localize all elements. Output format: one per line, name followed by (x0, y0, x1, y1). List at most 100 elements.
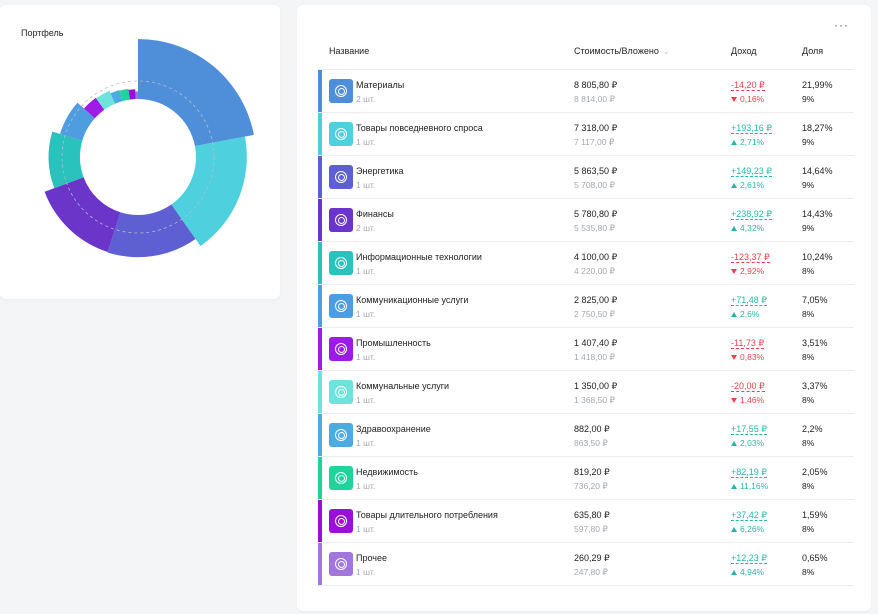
sector-income[interactable]: +193,16 ₽ (731, 123, 773, 134)
sector-value: 260,29 ₽ (574, 553, 610, 563)
sector-income[interactable]: +12,23 ₽ (731, 553, 768, 564)
sector-share: 21,99% (802, 80, 833, 90)
donut-slice[interactable] (135, 91, 138, 100)
table-row[interactable]: Энергетика 1 шт. 5 863,50 ₽ 5 708,00 ₽ +149,… (318, 156, 854, 199)
sector-income[interactable]: +71,48 ₽ (731, 295, 768, 306)
sector-income[interactable]: -14,20 ₽ (731, 80, 765, 91)
sector-share: 3,51% (802, 338, 828, 348)
table-row[interactable]: Коммуникационные услуги 1 шт. 2 825,00 ₽ 2 … (318, 285, 854, 328)
sectors-table-body: Материалы 2 шт. 8 805,80 ₽ 8 814,00 ₽ -14,20… (318, 70, 854, 586)
sector-quantity: 1 шт. (356, 352, 376, 362)
sector-ring-icon (335, 300, 347, 312)
sector-income[interactable]: +37,42 ₽ (731, 510, 768, 521)
sector-name: Информационные технологии (356, 252, 482, 262)
sector-share: 18,27% (802, 123, 833, 133)
sector-income[interactable]: +82,19 ₽ (731, 467, 768, 478)
sector-income[interactable]: +149,23 ₽ (731, 166, 773, 177)
header-divider (318, 69, 853, 70)
sector-quantity: 1 шт. (356, 309, 376, 319)
sector-income[interactable]: -20,00 ₽ (731, 381, 765, 392)
sector-icon (329, 380, 353, 404)
column-header-share[interactable]: Доля (802, 46, 824, 56)
donut-slice[interactable] (110, 90, 123, 104)
portfolio-card: Портфель (0, 5, 280, 299)
sector-income[interactable]: -11,73 ₽ (731, 338, 765, 349)
sector-name: Коммуникационные услуги (356, 295, 469, 305)
sector-invested: 247,80 ₽ (574, 567, 608, 577)
sector-value: 882,00 ₽ (574, 424, 610, 434)
sector-income[interactable]: -123,37 ₽ (731, 252, 770, 263)
triangle-down-icon (731, 355, 737, 360)
sector-income-percent: 0,83% (731, 352, 764, 362)
column-header-income[interactable]: Доход (731, 46, 757, 56)
sector-income[interactable]: +238,92 ₽ (731, 209, 773, 220)
triangle-up-icon (731, 570, 737, 575)
table-row[interactable]: Промышленность 1 шт. 1 407,40 ₽ 1 418,00 ₽ -… (318, 328, 854, 371)
sector-income-percent-value: 4,32% (740, 223, 765, 233)
sector-icon (329, 552, 353, 576)
sector-ring-icon (335, 85, 347, 97)
triangle-up-icon (731, 527, 737, 532)
donut-slice[interactable] (83, 97, 105, 119)
sector-weight: 8% (802, 352, 815, 362)
sector-weight: 8% (802, 266, 815, 276)
sector-name: Энергетика (356, 166, 404, 176)
donut-slice[interactable] (138, 39, 254, 147)
donut-slice[interactable] (48, 131, 84, 189)
table-row[interactable]: Товары длительного потребления 1 шт. 635,8… (318, 500, 854, 543)
donut-slice[interactable] (44, 177, 121, 252)
donut-slice[interactable] (171, 136, 247, 247)
sector-income-percent-value: 6,26% (740, 524, 765, 534)
sector-income[interactable]: +17,55 ₽ (731, 424, 768, 435)
sort-chevron-icon[interactable]: ⌄ (662, 47, 670, 56)
sector-invested: 7 117,00 ₽ (574, 137, 615, 147)
sector-invested: 5 535,80 ₽ (574, 223, 615, 233)
sector-ring-icon (335, 257, 347, 269)
sector-weight: 9% (802, 137, 815, 147)
table-row[interactable]: Материалы 2 шт. 8 805,80 ₽ 8 814,00 ₽ -14,20… (318, 70, 854, 113)
sector-name: Промышленность (356, 338, 431, 348)
sector-color-bar (318, 414, 322, 456)
table-row[interactable]: Прочее 1 шт. 260,29 ₽ 247,80 ₽ +12,23 ₽ 4,94%… (318, 543, 854, 586)
more-options-button[interactable]: ··· (834, 18, 849, 32)
sector-icon (329, 423, 353, 447)
sector-icon (329, 251, 353, 275)
sector-value: 4 100,00 ₽ (574, 252, 618, 262)
sector-quantity: 1 шт. (356, 567, 376, 577)
sector-ring-icon (335, 558, 347, 570)
triangle-down-icon (731, 97, 737, 102)
table-row[interactable]: Недвижимость 1 шт. 819,20 ₽ 736,20 ₽ +82,19 … (318, 457, 854, 500)
column-header-value[interactable]: Стоимость/Вложено ⌄ (574, 46, 670, 56)
sector-color-bar (318, 371, 322, 413)
triangle-up-icon (731, 226, 737, 231)
sector-share: 2,05% (802, 467, 828, 477)
sector-income-percent: 4,32% (731, 223, 764, 233)
column-header-name[interactable]: Название (329, 46, 370, 56)
sector-quantity: 1 шт. (356, 137, 376, 147)
sector-color-bar (318, 156, 322, 198)
sector-income-percent: 11,16% (731, 481, 768, 491)
sector-name: Товары повседневного спроса (356, 123, 483, 133)
table-row[interactable]: Товары повседневного спроса 1 шт. 7 318,00… (318, 113, 854, 156)
sector-color-bar (318, 543, 322, 585)
sector-icon (329, 79, 353, 103)
table-row[interactable]: Коммунальные услуги 1 шт. 1 350,00 ₽ 1 368,… (318, 371, 854, 414)
table-row[interactable]: Информационные технологии 1 шт. 4 100,00 ₽… (318, 242, 854, 285)
sector-name: Материалы (356, 80, 405, 90)
sector-invested: 1 368,50 ₽ (574, 395, 615, 405)
table-row[interactable]: Здравоохранение 1 шт. 882,00 ₽ 863,50 ₽ +17,… (318, 414, 854, 457)
sector-quantity: 1 шт. (356, 481, 376, 491)
sector-weight: 8% (802, 524, 815, 534)
sector-income-percent: 4,94% (731, 567, 764, 577)
sector-weight: 8% (802, 567, 815, 577)
sector-color-bar (318, 199, 322, 241)
donut-slice[interactable] (107, 204, 196, 258)
donut-slice[interactable] (96, 90, 115, 110)
sector-weight: 8% (802, 481, 815, 491)
table-row[interactable]: Финансы 2 шт. 5 780,80 ₽ 5 535,80 ₽ +238,92 … (318, 199, 854, 242)
sector-weight: 8% (802, 438, 815, 448)
donut-slice[interactable] (128, 89, 136, 100)
donut-slice[interactable] (119, 88, 130, 102)
donut-slice[interactable] (60, 102, 95, 141)
sector-income-percent-value: 2,92% (740, 266, 765, 276)
